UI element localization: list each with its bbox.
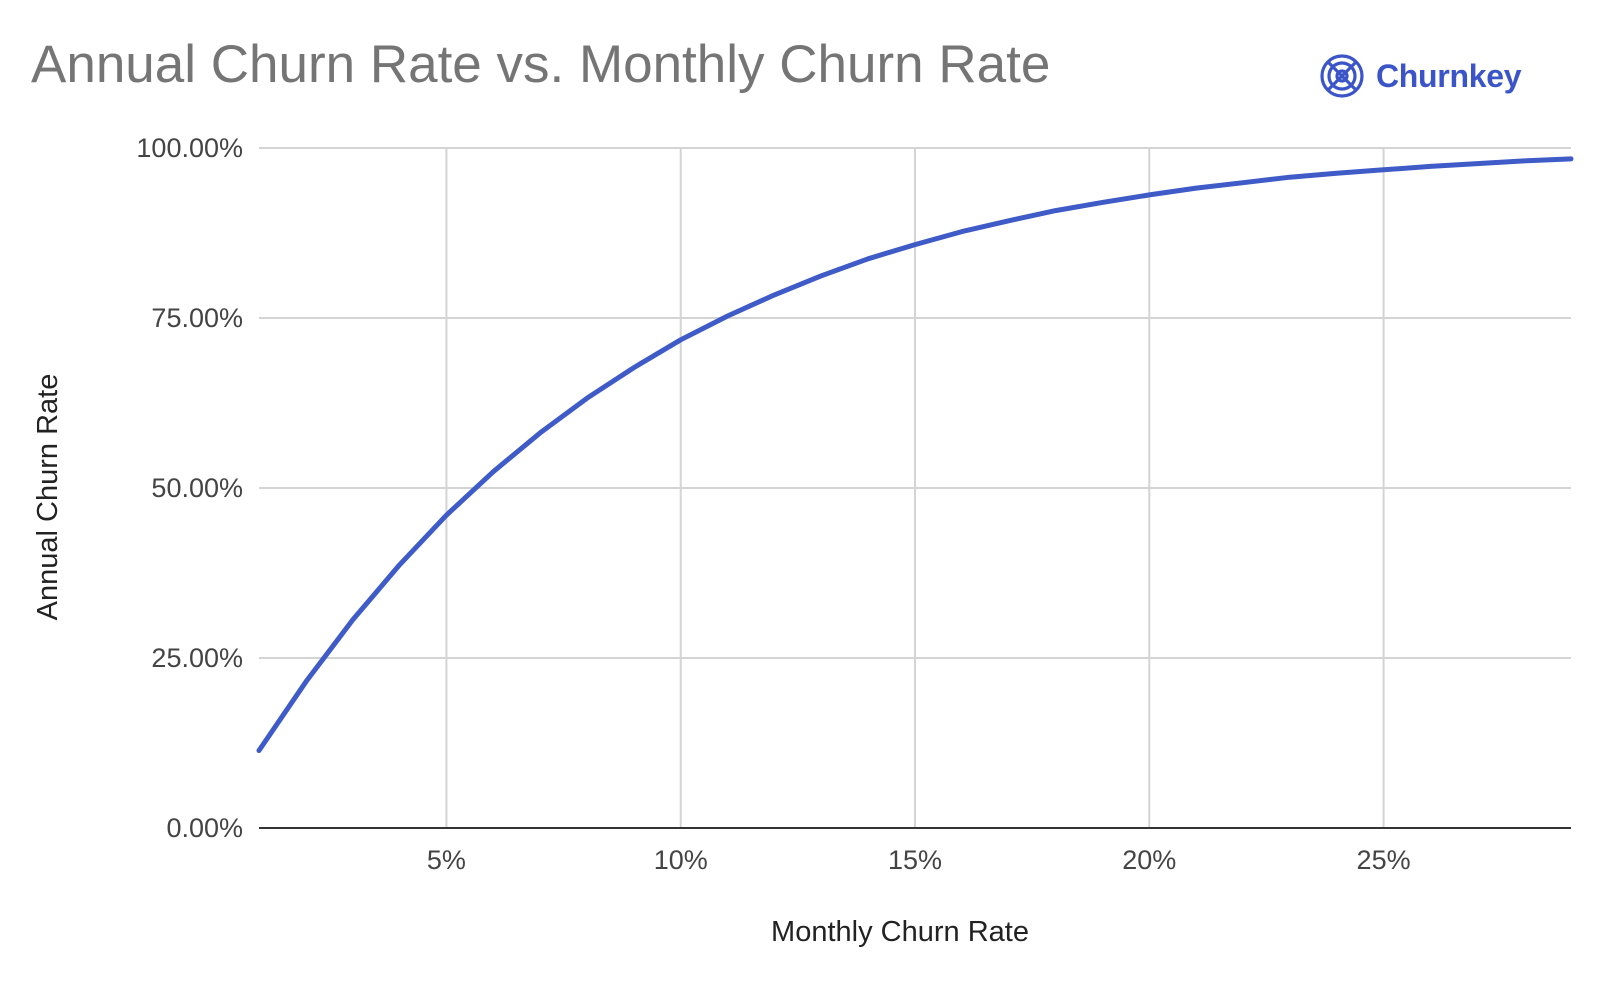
y-tick-label: 0.00%: [166, 813, 243, 843]
x-tick-label: 15%: [888, 845, 942, 875]
series-layer: [256, 156, 1574, 753]
x-axis-title: Monthly Churn Rate: [771, 916, 1029, 948]
y-tick-label: 25.00%: [151, 643, 243, 673]
brand-logo[interactable]: Churnkey: [1318, 52, 1522, 100]
y-tick-label: 75.00%: [151, 303, 243, 333]
chart-title: Annual Churn Rate vs. Monthly Churn Rate: [31, 35, 1051, 94]
y-axis-title: Annual Churn Rate: [32, 374, 64, 621]
x-tick-label: 20%: [1122, 845, 1176, 875]
x-tick-label: 25%: [1357, 845, 1411, 875]
y-tick-label: 50.00%: [151, 473, 243, 503]
y-tick-label: 100.00%: [136, 133, 243, 163]
series-line: [256, 156, 1574, 753]
x-tick-label: 10%: [654, 845, 708, 875]
churnkey-logo-icon: [1320, 54, 1364, 98]
tick-labels: 0.00% 25.00% 50.00% 75.00% 100.00% 5% 10% 15% 20…: [136, 133, 1410, 875]
brand-name: Churnkey: [1376, 57, 1522, 94]
x-tick-label: 5%: [427, 845, 466, 875]
grid-lines: [259, 147, 1571, 829]
